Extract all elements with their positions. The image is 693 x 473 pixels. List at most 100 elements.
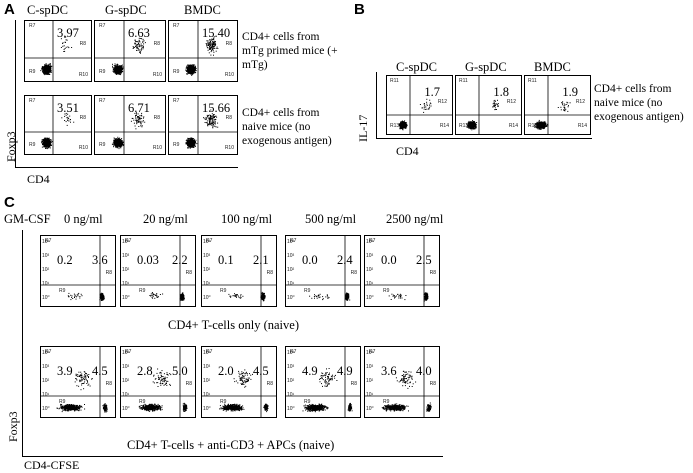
y-tick-label: 10³: [287, 253, 295, 259]
gate-label: R8: [185, 270, 192, 276]
flow-plot-a-r1c2: 6.63 R8 R9 R10 R7: [94, 20, 166, 82]
flow-plot-c-r1c2: 0.03 2.2 R7 R8 R9 10⁴ 10³ 10² 10¹ 10⁰: [120, 235, 196, 307]
left-gate-percentage: 3.6: [381, 364, 397, 378]
right-gate-percentage: 5.0: [172, 364, 188, 378]
right-gate-percentage: 4.5: [253, 364, 269, 378]
flow-plot-c-r2c3: 2.0 4.5 R7 R8 R9 10⁴ 10³ 10² 10¹ 10⁰: [201, 346, 277, 418]
concentration-label: 100 ng/ml: [221, 212, 273, 226]
y-tick-label: 10¹: [366, 281, 374, 287]
left-gate-percentage: 3.9: [57, 364, 73, 378]
gate-label: R8: [225, 41, 232, 47]
left-gate-percentage: 2.8: [137, 364, 153, 378]
foxp3-percentage: 3.51: [57, 101, 79, 115]
y-tick-label: 10³: [42, 364, 50, 370]
panel-c-row1-caption: CD4+ T-cells only (naive): [168, 318, 299, 332]
y-tick-label: 10²: [122, 267, 130, 273]
flow-plot-a-r2c1: 3.51 R8 R9 R10 R7: [24, 95, 92, 155]
gate-label: R14: [439, 123, 449, 129]
panel-b-axis-bracket: [376, 72, 592, 139]
panel-b-col-header: C-spDC: [396, 60, 437, 74]
panel-a-col-header: BMDC: [184, 3, 221, 17]
right-gate-percentage: 3.6: [92, 253, 108, 267]
gate-label: R7: [290, 349, 297, 355]
gate-label: R9: [59, 399, 66, 405]
gate-label: R8: [350, 270, 357, 276]
gate-label: R9: [383, 399, 390, 405]
panel-b-col-header: BMDC: [534, 60, 571, 74]
gate-label: R10: [224, 72, 234, 78]
panel-a-col-header: G-spDC: [105, 3, 147, 17]
y-tick-label: 10⁴: [42, 239, 50, 245]
flow-plot-b-c2: 1.8 R11 R12 R13 R14: [455, 75, 522, 135]
flow-plot-c-r2c2: 2.8 5.0 R7 R8 R9 10⁴ 10³ 10² 10¹ 10⁰: [120, 346, 196, 418]
gate-label: R8: [350, 381, 357, 387]
dot-plot: [365, 236, 439, 306]
gate-label: R8: [266, 270, 273, 276]
panel-a-y-label: Foxp3: [4, 131, 18, 162]
left-gate-percentage: 2.0: [218, 364, 234, 378]
gate-label: R13: [390, 123, 400, 129]
panel-a-axis-bracket: [15, 20, 238, 168]
y-tick-label: 10²: [42, 267, 50, 273]
panel-c-y-label: Foxp3: [6, 411, 20, 442]
foxp3-percentage: 6.71: [128, 101, 150, 115]
gate-label: R9: [29, 69, 36, 75]
gate-label: R9: [383, 288, 390, 294]
gate-label: R7: [99, 98, 106, 104]
gate-label: R7: [125, 238, 132, 244]
gate-label: R13: [459, 123, 469, 129]
panel-b-note: CD4+ cells from naive mice (no exogenous…: [594, 83, 684, 123]
y-tick-label: 10³: [42, 253, 50, 259]
y-tick-label: 10²: [366, 378, 374, 384]
gate-label: R8: [266, 381, 273, 387]
foxp3-percentage: 15.66: [202, 101, 231, 115]
panel-a-row1-note: CD4+ cells from mTg primed mice (+ mTg): [242, 31, 338, 71]
panel-b-col-header: G-spDC: [465, 60, 507, 74]
left-gate-percentage: 0.2: [57, 253, 73, 267]
gm-csf-label: GM-CSF: [4, 212, 51, 226]
gate-label: R7: [99, 23, 106, 29]
y-tick-label: 10⁰: [122, 295, 130, 301]
gate-label: R9: [139, 288, 146, 294]
flow-plot-c-r1c3: 0.1 2.1 R7 R8 R9 10⁴ 10³ 10² 10¹ 10⁰: [201, 235, 277, 307]
y-tick-label: 10³: [366, 364, 374, 370]
gate-label: R9: [304, 399, 311, 405]
y-tick-label: 10³: [122, 364, 130, 370]
gate-label: R9: [304, 288, 311, 294]
panel-a-col-header: C-spDC: [27, 3, 68, 17]
y-tick-label: 10²: [42, 378, 50, 384]
dot-plot: [456, 76, 521, 134]
gate-label: R9: [99, 142, 106, 148]
concentration-label: 2500 ng/ml: [386, 212, 444, 226]
y-tick-label: 10²: [287, 378, 295, 384]
dot-plot: [286, 236, 360, 306]
panel-b-letter: B: [354, 1, 365, 18]
right-gate-percentage: 4.5: [92, 364, 108, 378]
flow-plot-c-r2c1: 3.9 4.5 R7 R8 R9 10⁴ 10³ 10² 10¹ 10⁰: [40, 346, 116, 418]
gate-label: R8: [153, 41, 160, 47]
foxp3-percentage: 6.63: [128, 26, 150, 40]
y-tick-label: 10⁰: [42, 406, 50, 412]
dot-plot: [387, 76, 452, 134]
y-tick-label: 10³: [366, 253, 374, 259]
foxp3-percentage: 15.40: [202, 26, 231, 40]
y-tick-label: 10²: [203, 267, 211, 273]
dot-plot: [169, 21, 237, 81]
gate-label: R8: [185, 381, 192, 387]
gate-label: R8: [429, 381, 436, 387]
gate-label: R9: [139, 399, 146, 405]
dot-plot: [169, 96, 237, 154]
y-tick-label: 10⁰: [287, 406, 295, 412]
gate-label: R7: [206, 238, 213, 244]
y-tick-label: 10⁴: [287, 239, 295, 245]
panel-a-row2-note: CD4+ cells from naive mice (no exogenous…: [242, 107, 332, 147]
gate-label: R9: [29, 142, 36, 148]
y-tick-label: 10¹: [122, 281, 130, 287]
panel-b-y-label: IL-17: [356, 114, 370, 142]
y-tick-label: 10⁴: [122, 350, 130, 356]
gate-label: R9: [220, 288, 227, 294]
y-tick-label: 10⁰: [366, 406, 374, 412]
concentration-label: 500 ng/ml: [305, 212, 357, 226]
y-tick-label: 10¹: [42, 281, 50, 287]
panel-c-x-label: CD4-CFSE: [24, 458, 80, 472]
